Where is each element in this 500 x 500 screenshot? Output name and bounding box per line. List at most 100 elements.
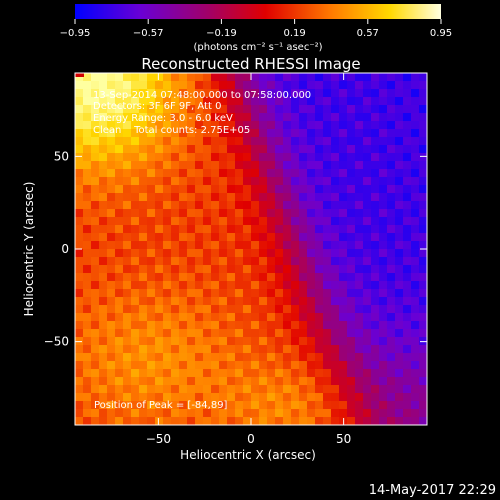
heatmap-cell <box>243 249 252 258</box>
heatmap-cell <box>275 113 284 122</box>
heatmap-cell <box>259 137 268 146</box>
heatmap-cell <box>259 265 268 274</box>
heatmap-cell <box>83 313 92 322</box>
heatmap-cell <box>283 409 292 418</box>
heatmap-cell <box>251 225 260 234</box>
heatmap-cell <box>403 97 412 106</box>
heatmap-cell <box>387 273 396 282</box>
heatmap-cell <box>115 361 124 370</box>
heatmap-cell <box>195 233 204 242</box>
heatmap-cell <box>419 345 427 354</box>
heatmap-cell <box>403 145 412 154</box>
heatmap-cell <box>339 273 348 282</box>
heatmap-cell <box>307 265 316 274</box>
heatmap-cell <box>251 289 260 298</box>
heatmap-cell <box>203 297 212 306</box>
heatmap-cell <box>411 193 420 202</box>
heatmap-cell <box>211 97 220 106</box>
heatmap-cell <box>267 345 276 354</box>
heatmap-cell <box>275 209 284 218</box>
heatmap-cell <box>315 281 324 290</box>
heatmap-cell <box>155 105 164 114</box>
heatmap-cell <box>419 121 427 130</box>
heatmap-cell <box>147 281 156 290</box>
heatmap-cell <box>363 137 372 146</box>
heatmap-cell <box>139 321 148 330</box>
heatmap-cell <box>251 209 260 218</box>
heatmap-cell <box>387 161 396 170</box>
heatmap-cell <box>219 145 228 154</box>
heatmap-cell <box>219 305 228 314</box>
heatmap-cell <box>91 297 100 306</box>
heatmap-cell <box>195 337 204 346</box>
heatmap-cell <box>371 417 380 425</box>
heatmap-cell <box>331 193 340 202</box>
heatmap-cell <box>115 265 124 274</box>
heatmap-cell <box>419 97 427 106</box>
heatmap-cell <box>131 321 140 330</box>
colorbar-tick-label: 0.19 <box>283 28 305 39</box>
heatmap-cell <box>275 273 284 282</box>
heatmap-cell <box>419 89 427 98</box>
heatmap-cell <box>347 297 356 306</box>
heatmap-cell <box>115 81 124 90</box>
heatmap-cell <box>83 393 92 402</box>
heatmap-cell <box>171 145 180 154</box>
heatmap-cell <box>403 217 412 226</box>
heatmap-cell <box>91 209 100 218</box>
heatmap-cell <box>107 377 116 386</box>
heatmap-cell <box>259 121 268 130</box>
heatmap-cell <box>227 369 236 378</box>
heatmap-cell <box>387 145 396 154</box>
heatmap-cell <box>347 145 356 154</box>
heatmap-cell <box>267 225 276 234</box>
heatmap-cell <box>315 377 324 386</box>
heatmap-cell <box>243 385 252 394</box>
heatmap-cell <box>331 273 340 282</box>
heatmap-cell <box>331 169 340 178</box>
heatmap-cell <box>211 209 220 218</box>
heatmap-cell <box>395 305 404 314</box>
heatmap-cell <box>99 329 108 338</box>
heatmap-cell <box>307 289 316 298</box>
heatmap-cell <box>291 329 300 338</box>
heatmap-cell <box>115 305 124 314</box>
heatmap-cell <box>267 89 276 98</box>
heatmap-cell <box>355 393 364 402</box>
heatmap-cell <box>323 305 332 314</box>
heatmap-cell <box>403 121 412 130</box>
heatmap-cell <box>99 209 108 218</box>
heatmap-cell <box>403 385 412 394</box>
heatmap-cell <box>331 129 340 138</box>
heatmap-cell <box>75 377 84 386</box>
heatmap-cell <box>131 281 140 290</box>
heatmap-cell <box>275 249 284 258</box>
heatmap-cell <box>187 105 196 114</box>
heatmap-cell <box>83 297 92 306</box>
heatmap-cell <box>187 417 196 425</box>
heatmap-cell <box>195 185 204 194</box>
heatmap-cell <box>283 345 292 354</box>
heatmap-cell <box>323 353 332 362</box>
heatmap-cell <box>307 369 316 378</box>
heatmap-cell <box>283 329 292 338</box>
heatmap-cell <box>347 409 356 418</box>
heatmap-cell <box>243 361 252 370</box>
heatmap-cell <box>275 89 284 98</box>
heatmap-cell <box>227 353 236 362</box>
heatmap-cell <box>395 209 404 218</box>
heatmap-cell <box>147 273 156 282</box>
heatmap-cell <box>75 201 84 210</box>
heatmap-cell <box>99 321 108 330</box>
heatmap-cell <box>267 305 276 314</box>
heatmap-cell <box>283 305 292 314</box>
heatmap-cell <box>203 281 212 290</box>
heatmap-cell <box>307 225 316 234</box>
heatmap-cell <box>395 369 404 378</box>
heatmap-cell <box>251 329 260 338</box>
heatmap-cell <box>299 249 308 258</box>
heatmap-cell <box>363 105 372 114</box>
heatmap-cell <box>171 401 180 410</box>
heatmap-cell <box>371 241 380 250</box>
heatmap-cell <box>179 249 188 258</box>
